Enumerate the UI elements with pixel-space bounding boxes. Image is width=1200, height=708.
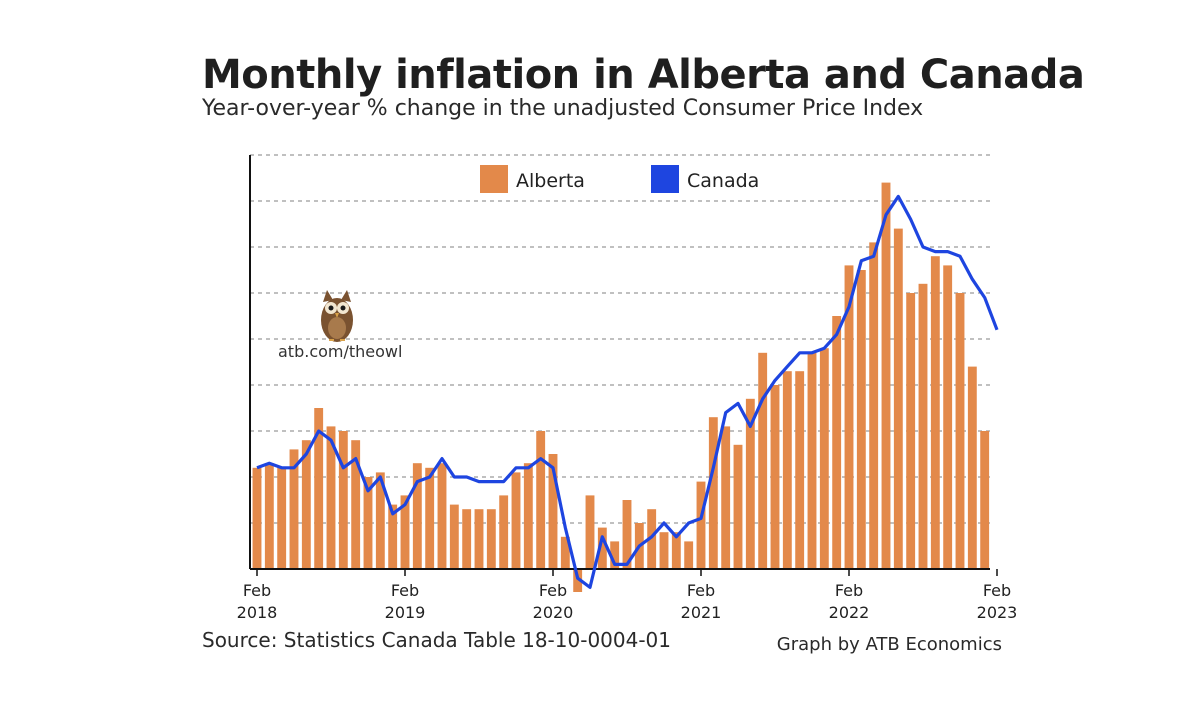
alberta-bar xyxy=(733,444,743,569)
alberta-bar xyxy=(412,463,422,569)
x-tick-label: Feb xyxy=(983,581,1011,600)
alberta-bar xyxy=(869,242,879,569)
chart-title: Monthly inflation in Alberta and Canada xyxy=(202,52,1085,98)
legend-canada-label: Canada xyxy=(687,170,759,192)
alberta-bar xyxy=(745,398,755,569)
legend-canada-swatch xyxy=(651,165,679,193)
alberta-bar xyxy=(943,265,953,569)
alberta-bar xyxy=(511,472,521,569)
x-tick-label: 2020 xyxy=(533,603,574,622)
alberta-bar xyxy=(388,504,398,569)
alberta-bars xyxy=(252,182,990,592)
alberta-bar xyxy=(721,426,731,569)
alberta-bar xyxy=(671,532,681,569)
alberta-bar xyxy=(684,541,694,569)
alberta-bar xyxy=(819,348,829,569)
alberta-bar xyxy=(400,495,410,569)
alberta-bar xyxy=(449,504,459,569)
legend-alberta-swatch xyxy=(480,165,508,193)
alberta-bar xyxy=(363,477,373,569)
alberta-bar xyxy=(832,316,842,569)
alberta-bar xyxy=(980,431,990,569)
owl-icon xyxy=(321,290,353,342)
alberta-bar xyxy=(301,440,311,569)
chart-subtitle: Year-over-year % change in the unadjuste… xyxy=(202,96,924,121)
canada-line xyxy=(256,194,999,590)
x-tick-label: 2022 xyxy=(829,603,870,622)
alberta-bar xyxy=(462,509,472,569)
alberta-bar xyxy=(585,495,595,569)
alberta-bar xyxy=(486,509,496,569)
alberta-bar xyxy=(548,454,558,569)
alberta-bar xyxy=(647,509,657,569)
alberta-bar xyxy=(782,371,792,569)
x-tick-label: 2019 xyxy=(385,603,426,622)
axes xyxy=(249,155,990,570)
alberta-bar xyxy=(338,431,348,569)
alberta-bar xyxy=(856,270,866,569)
alberta-bar xyxy=(807,352,817,569)
alberta-bar xyxy=(264,463,274,569)
alberta-bar xyxy=(314,408,324,569)
canada-line-group xyxy=(256,194,999,590)
alberta-bar xyxy=(326,426,336,569)
x-tick-label: 2021 xyxy=(681,603,722,622)
alberta-bar xyxy=(375,472,385,569)
alberta-bar xyxy=(659,532,669,569)
alberta-bar xyxy=(474,509,484,569)
alberta-bar xyxy=(622,500,632,569)
alberta-bar xyxy=(930,256,940,569)
alberta-bar xyxy=(918,283,928,569)
alberta-bar xyxy=(425,467,435,569)
credit-note: Graph by ATB Economics xyxy=(776,634,1002,655)
source-note: Source: Statistics Canada Table 18-10-00… xyxy=(202,628,672,652)
alberta-bar xyxy=(499,495,509,569)
alberta-bar xyxy=(289,449,299,569)
legend-alberta-label: Alberta xyxy=(516,170,585,192)
alberta-bar xyxy=(967,366,977,569)
alberta-bar xyxy=(795,371,805,569)
alberta-bar xyxy=(351,440,361,569)
alberta-bar xyxy=(881,182,891,569)
alberta-bar xyxy=(437,463,447,569)
alberta-bar xyxy=(252,467,262,569)
x-tick-label: Feb xyxy=(539,581,567,600)
alberta-bar xyxy=(573,569,583,592)
alberta-bar xyxy=(955,293,965,569)
alberta-bar xyxy=(523,463,533,569)
x-tick-label: Feb xyxy=(243,581,271,600)
x-tick-label: 2018 xyxy=(237,603,278,622)
x-tick-labels: Feb 2018 Feb 2019 Feb 2020 Feb 2021 Feb 2022 Feb 20… xyxy=(237,569,1018,622)
alberta-bar xyxy=(758,352,768,569)
alberta-bar xyxy=(610,541,620,569)
alberta-bar xyxy=(536,431,546,569)
alberta-bar xyxy=(696,481,706,569)
alberta-bar xyxy=(844,265,854,569)
x-tick-label: 2023 xyxy=(977,603,1018,622)
alberta-bar xyxy=(770,385,780,569)
alberta-bar xyxy=(277,467,287,569)
x-tick-label: Feb xyxy=(687,581,715,600)
gridlines xyxy=(250,154,990,524)
legend: Alberta Canada xyxy=(480,165,759,193)
x-tick-label: Feb xyxy=(835,581,863,600)
alberta-bar xyxy=(597,527,607,569)
watermark-label: atb.com/theowl xyxy=(278,342,403,361)
alberta-bar xyxy=(708,417,718,569)
alberta-bar xyxy=(893,228,903,569)
x-tick-label: Feb xyxy=(391,581,419,600)
alberta-bar xyxy=(560,536,570,569)
alberta-bar xyxy=(906,293,916,569)
